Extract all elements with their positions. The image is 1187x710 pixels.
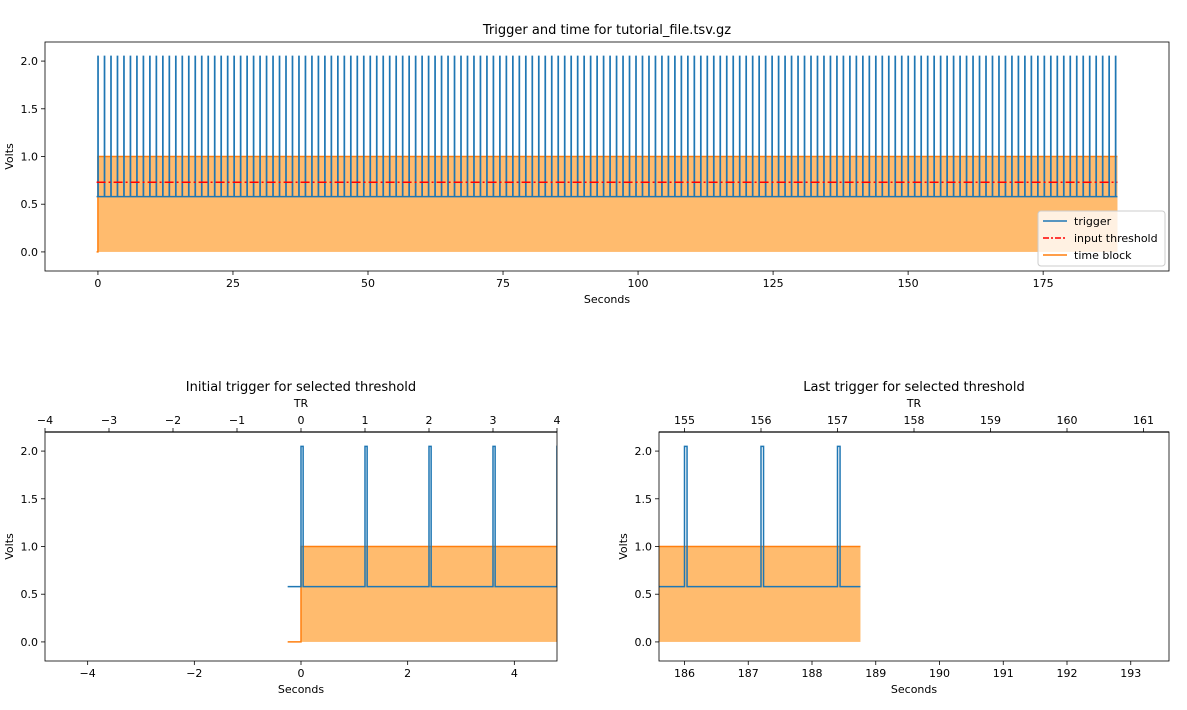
x-tick-label: 175 xyxy=(1033,277,1054,290)
top-x-tick-label: 159 xyxy=(980,414,1001,427)
x-tick-label: 190 xyxy=(929,667,950,680)
x-axis-label: Seconds xyxy=(891,683,937,696)
top-x-tick-label: −2 xyxy=(165,414,181,427)
y-axis-label: Volts xyxy=(3,143,16,170)
x-tick-label: 191 xyxy=(993,667,1014,680)
y-axis-label: Volts xyxy=(617,533,630,560)
y-tick-label: 1.0 xyxy=(635,541,653,554)
x-tick-label: 188 xyxy=(802,667,823,680)
x-tick-label: 192 xyxy=(1057,667,1078,680)
x-tick-label: 150 xyxy=(898,277,919,290)
x-tick-label: 189 xyxy=(865,667,886,680)
top-x-tick-label: 157 xyxy=(827,414,848,427)
y-tick-label: 1.0 xyxy=(21,151,39,164)
x-tick-label: 0 xyxy=(94,277,101,290)
plot-area xyxy=(96,55,1118,253)
y-tick-label: 0.5 xyxy=(21,588,39,601)
y-tick-label: 2.0 xyxy=(21,55,39,68)
subplot-0: 0 25 50 75 100 125 150 175 0.0 0.5 1.0 1.5 2.0 Trigge… xyxy=(3,23,1170,306)
y-tick-label: 1.0 xyxy=(21,541,39,554)
top-x-tick-label: 161 xyxy=(1133,414,1154,427)
subplot-2: 186 187 188 189 190 191 192 193 0.0 0.5 1.0 1.5 2.0 1… xyxy=(617,380,1170,696)
top-x-axis-label: TR xyxy=(293,397,309,410)
time-block-line xyxy=(287,545,557,643)
top-x-tick-label: −1 xyxy=(229,414,245,427)
x-tick-label: 25 xyxy=(226,277,240,290)
y-tick-label: 2.0 xyxy=(21,445,39,458)
time-block-fill xyxy=(97,156,1118,252)
x-tick-label: 4 xyxy=(511,667,518,680)
y-tick-label: 1.5 xyxy=(21,103,39,116)
x-tick-label: −4 xyxy=(80,667,96,680)
x-tick-label: 186 xyxy=(674,667,695,680)
y-axis-label: Volts xyxy=(3,533,16,560)
subplot-title: Last trigger for selected threshold xyxy=(803,380,1024,395)
x-axis-label: Seconds xyxy=(278,683,324,696)
time-block-line xyxy=(96,155,1118,253)
top-x-tick-label: −4 xyxy=(37,414,53,427)
top-x-tick-label: 4 xyxy=(554,414,561,427)
top-x-tick-label: 2 xyxy=(426,414,433,427)
subplot-title: Initial trigger for selected threshold xyxy=(186,380,416,395)
top-x-tick-label: 3 xyxy=(490,414,497,427)
top-x-tick-label: −3 xyxy=(101,414,117,427)
legend-time-block-label: time block xyxy=(1074,249,1132,262)
top-x-tick-label: 158 xyxy=(904,414,925,427)
y-tick-label: 0.5 xyxy=(635,588,653,601)
subplot-title: Trigger and time for tutorial_file.tsv.g… xyxy=(482,23,731,38)
top-x-tick-label: 0 xyxy=(298,414,305,427)
legend-trigger-label: trigger xyxy=(1074,215,1112,228)
y-tick-label: 0.0 xyxy=(21,246,39,259)
x-tick-label: −2 xyxy=(186,667,202,680)
y-tick-label: 1.5 xyxy=(21,493,39,506)
subplot-1: −4 −2 0 2 4 0.0 0.5 1.0 1.5 2.0 −4 −3 −2 −1 0 1 2 3 4 TR Ini… xyxy=(3,380,561,696)
time-block-fill xyxy=(659,546,861,642)
top-x-tick-label: 156 xyxy=(751,414,772,427)
x-tick-label: 75 xyxy=(496,277,510,290)
y-tick-label: 2.0 xyxy=(635,445,653,458)
y-tick-label: 0.0 xyxy=(635,636,653,649)
trigger-line xyxy=(96,55,1118,198)
legend-frame xyxy=(1037,210,1166,267)
x-tick-label: 125 xyxy=(763,277,784,290)
y-tick-label: 1.5 xyxy=(635,493,653,506)
x-axis-label: Seconds xyxy=(584,293,630,306)
x-tick-label: 100 xyxy=(628,277,649,290)
y-tick-label: 0.0 xyxy=(21,636,39,649)
plot-area xyxy=(287,445,557,643)
x-tick-label: 187 xyxy=(738,667,759,680)
legend: trigger input threshold time block xyxy=(1037,210,1166,267)
y-tick-label: 0.5 xyxy=(21,198,39,211)
x-tick-label: 0 xyxy=(298,667,305,680)
x-tick-label: 50 xyxy=(361,277,375,290)
top-x-tick-label: 160 xyxy=(1057,414,1078,427)
top-x-tick-label: 1 xyxy=(362,414,369,427)
x-tick-label: 193 xyxy=(1120,667,1141,680)
top-x-axis-label: TR xyxy=(906,397,922,410)
legend-input-threshold-label: input threshold xyxy=(1074,232,1158,245)
top-x-tick-label: 155 xyxy=(674,414,695,427)
x-tick-label: 2 xyxy=(404,667,411,680)
plot-area xyxy=(659,445,861,642)
